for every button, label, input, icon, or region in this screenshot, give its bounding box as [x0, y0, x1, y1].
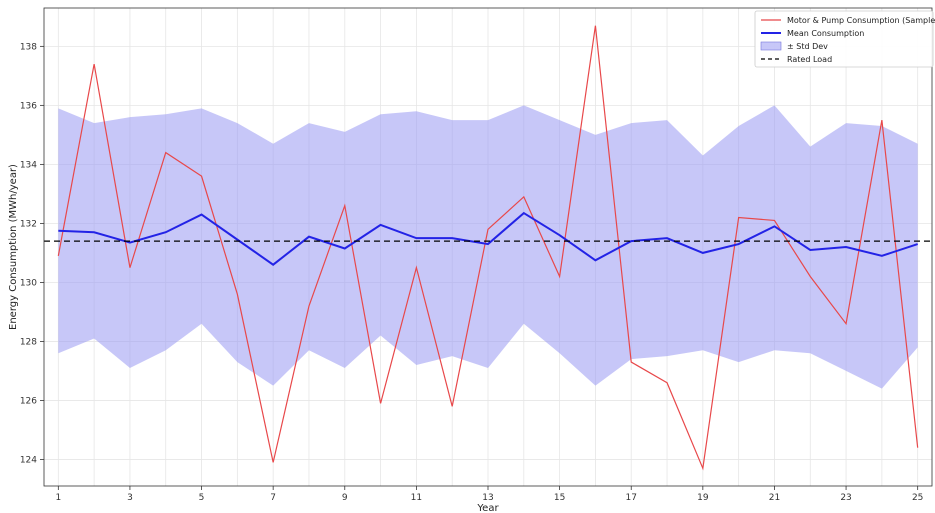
x-tick-label: 1: [55, 493, 61, 503]
series-lines: [44, 25, 932, 471]
sample-consumption-line: [57, 25, 919, 471]
legend-label: Motor & Pump Consumption (Sample): [787, 16, 935, 25]
x-tick-label: 25: [912, 493, 923, 503]
x-axis-title: Year: [476, 503, 499, 513]
y-tick-label: 128: [20, 337, 37, 347]
y-tick-label: 134: [20, 160, 37, 170]
x-tick-label: 21: [769, 493, 780, 503]
mean-consumption-line: [58, 211, 918, 266]
y-tick-label: 138: [20, 42, 37, 52]
std-dev-band: [58, 105, 918, 389]
x-tick-label: 7: [270, 493, 276, 503]
x-tick-label: 5: [199, 493, 205, 503]
x-tick-label: 23: [840, 493, 851, 503]
y-tick-label: 126: [20, 396, 37, 406]
legend-label: Rated Load: [787, 55, 832, 64]
y-tick-label: 124: [20, 455, 37, 465]
x-tick-label: 19: [697, 493, 709, 503]
std-dev-band-group: [58, 105, 918, 389]
x-tick-label: 17: [625, 493, 636, 503]
x-tick-label: 15: [554, 493, 565, 503]
x-tick-label: 11: [411, 493, 422, 503]
legend-box: [754, 10, 934, 68]
legend-label: ± Std Dev: [787, 42, 828, 51]
y-tick-label: 130: [20, 278, 37, 288]
x-axis-ticks: 1 3 5 7 9 11 13 15 17 19 21 23 25: [55, 486, 923, 503]
legend-label: Mean Consumption: [787, 29, 864, 38]
x-tick-label: 3: [127, 493, 133, 503]
x-tick-label: 13: [482, 493, 493, 503]
y-axis-ticks: 124 126 128 130 132 134 136 138: [20, 42, 44, 465]
y-tick-label: 132: [20, 219, 37, 229]
x-tick-label: 9: [342, 493, 348, 503]
legend-swatch-band: [760, 41, 782, 51]
y-tick-label: 136: [20, 101, 37, 111]
legend: Motor & Pump Consumption (Sample) Mean Co…: [754, 10, 935, 68]
y-axis-title: Energy Consumption (MWh/year): [8, 164, 19, 330]
